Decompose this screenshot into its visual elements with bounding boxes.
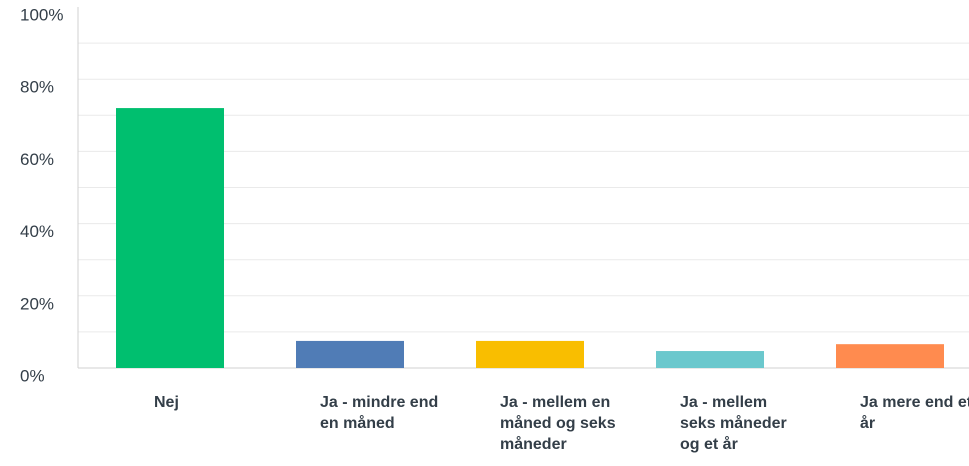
y-tick-label: 0% [20,366,45,385]
bar [656,351,764,368]
y-tick-label: 20% [20,294,54,313]
bar [296,340,404,368]
x-tick-label: Ja - mellem seks måneder og et år [680,394,787,453]
y-tick-label: 60% [20,150,54,169]
y-tick-label: 80% [20,78,54,97]
x-tick-label: Ja - mellem en måned og seks måneder [500,394,616,453]
x-tick-label: Nej [154,394,179,411]
y-tick-label: 100% [20,5,63,24]
x-tick-label: Ja mere end et år [860,394,969,432]
bar [116,108,224,368]
y-tick-label: 40% [20,222,54,241]
bar [836,344,944,368]
bar [476,340,584,368]
x-tick-label: Ja - mindre end en måned [320,394,439,432]
